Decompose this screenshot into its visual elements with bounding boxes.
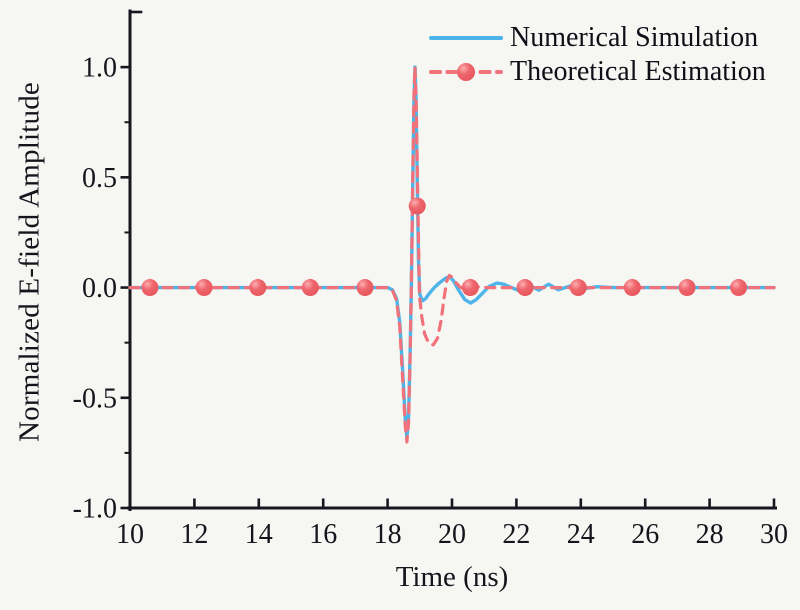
legend-label-numerical-simulation: Numerical Simulation [510,22,759,53]
x-tick-label: 20 [438,519,466,550]
marker-points [141,197,748,297]
x-tick-label: 28 [696,519,724,550]
x-tick-label: 30 [760,519,788,550]
x-tick-label: 24 [567,519,595,550]
y-tick-label: 0.0 [82,273,117,304]
axes [127,9,777,511]
legend-label-theoretical-estimation: Theoretical Estimation [510,56,766,87]
x-tick-label: 22 [502,519,530,550]
y-axis-title: Normalized E-field Amplitude [13,82,46,442]
sphere-marker [249,279,267,297]
sphere-marker [730,279,748,297]
sphere-marker [623,279,641,297]
x-tick-label: 10 [116,519,144,550]
sphere-marker [461,279,479,297]
x-tick-label: 12 [180,519,208,550]
sphere-marker [516,279,534,297]
sphere-marker [141,279,159,297]
dashed-line-marker-swatch [429,63,503,81]
x-tick-label: 26 [631,519,659,550]
x-tick-label: 16 [309,519,337,550]
sphere-marker [301,279,319,297]
legend-item-theoretical-estimation: Theoretical Estimation [429,55,766,89]
sphere-marker [356,279,374,297]
y-tick-label: -0.5 [73,383,117,414]
series-line-theoretical-estimation [128,65,776,444]
y-tick-label: -1.0 [73,494,117,525]
sphere-marker [569,279,587,297]
ticks [120,65,776,510]
sphere-marker [408,197,426,215]
y-tick-label: 1.0 [82,53,117,84]
series-line-numerical-simulation [128,65,776,440]
y-tick-label: 0.5 [82,163,117,194]
x-tick-label: 18 [374,519,402,550]
legend: Numerical Simulation Theoretical Estimat… [429,21,766,89]
solid-line-swatch [429,36,503,40]
x-axis-title: Time (ns) [395,561,509,593]
sphere-marker [678,279,696,297]
sphere-marker [195,279,213,297]
tick-labels: 10 12 14 16 18 20 22 24 26 28 30 -1.0 -0.5 0.0 0.5 1.0 [73,53,788,550]
x-tick-label: 14 [245,519,273,550]
legend-item-numerical-simulation: Numerical Simulation [429,21,766,55]
